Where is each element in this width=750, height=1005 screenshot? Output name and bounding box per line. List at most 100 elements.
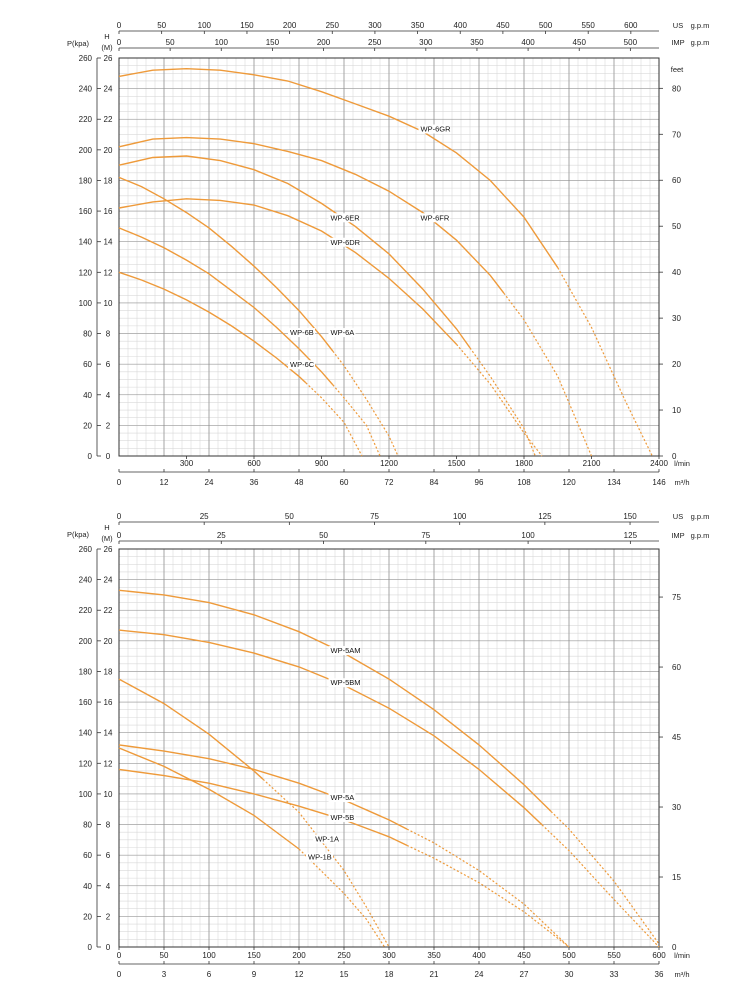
curve-wp-6gr-dashed: [557, 267, 653, 457]
m3h-tick-label: 36: [655, 970, 664, 979]
imp_gpm-tick-label: 100: [521, 531, 535, 540]
head-tick-label: 0: [106, 452, 111, 461]
curve-wp-6er-dashed: [469, 347, 536, 457]
curve-label-bg: [328, 328, 356, 338]
head-tick-label: 26: [104, 54, 113, 63]
imp_gpm-tick-label: 50: [319, 531, 328, 540]
feet-tick-label: 20: [672, 360, 681, 369]
lmin-tick-label: 500: [562, 951, 576, 960]
curve-wp-6c: [118, 271, 307, 384]
head-tick-label: 14: [104, 729, 113, 738]
lmin-tick-label: 400: [472, 951, 486, 960]
head-tick-label: 18: [104, 176, 113, 185]
imp_gpm-tick-label: 250: [368, 38, 382, 47]
feet-tick-label: 80: [672, 84, 681, 93]
lmin-tick-label: 1200: [380, 459, 398, 468]
lmin-tick-label: 550: [607, 951, 621, 960]
head-tick-label: 22: [104, 606, 113, 615]
m3h-tick-label: 108: [517, 478, 531, 487]
pressure-tick-label: 120: [79, 268, 93, 277]
head-tick-label: 18: [104, 667, 113, 676]
m3h-tick-label: 84: [430, 478, 439, 487]
curve-wp-1a: [118, 678, 264, 780]
lmin-tick-label: 150: [247, 951, 261, 960]
curve-label-wp-6er: WP-6ER: [331, 213, 361, 222]
m3h-tick-label: 96: [475, 478, 484, 487]
pressure-tick-label: 220: [79, 115, 93, 124]
head-unit-label: H: [104, 32, 109, 41]
us_gpm-tick-label: 200: [283, 21, 297, 30]
pressure-tick-label: 200: [79, 146, 93, 155]
curve-label-bg: [328, 793, 356, 803]
us_gpm-tick-label: 50: [157, 21, 166, 30]
lmin-tick-label: 2100: [583, 459, 601, 468]
head-tick-label: 10: [104, 299, 113, 308]
lmin-tick-label: 50: [160, 951, 169, 960]
curve-wp-6er: [118, 155, 471, 349]
curve-label-wp-6dr: WP-6DR: [331, 238, 361, 247]
feet-tick-label: 60: [672, 176, 681, 185]
lmin-tick-label: 300: [180, 459, 194, 468]
lmin-tick-label: 450: [517, 951, 531, 960]
curve-wp-1b: [118, 747, 300, 850]
chart-bottom: 0 25 50 75 100 125 150 US g.p.m0 25 50 75 100 125 IMP g…: [67, 512, 709, 979]
imp_gpm-tick-label: 150: [266, 38, 280, 47]
m3h-tick-label: 30: [565, 970, 574, 979]
pressure-tick-label: 60: [83, 360, 92, 369]
m3h-tick-label: 18: [385, 970, 394, 979]
head-tick-label: 14: [104, 238, 113, 247]
pressure-tick-label: 120: [79, 759, 93, 768]
imp_gpm-tick-label: 300: [419, 38, 433, 47]
pressure-tick-label: 20: [83, 912, 92, 921]
m3h-tick-label: 72: [385, 478, 394, 487]
feet-unit-label: feet: [671, 65, 684, 74]
head-tick-label: 2: [106, 912, 111, 921]
imp_gpm-unit-label: IMP: [671, 38, 684, 47]
head-tick-label: 24: [104, 85, 113, 94]
pressure-tick-label: 20: [83, 421, 92, 430]
imp_gpm-tick-label: 400: [521, 38, 535, 47]
lmin-tick-label: 0: [117, 951, 122, 960]
imp_gpm-unit-label: IMP: [671, 531, 684, 540]
m3h-tick-label: 0: [117, 970, 122, 979]
curve-label-wp-6c: WP-6C: [290, 360, 315, 369]
m3h-tick-label: 12: [160, 478, 169, 487]
head-tick-label: 0: [106, 943, 111, 952]
us_gpm-unit-label: US: [673, 512, 683, 521]
curve-label-bg: [328, 812, 356, 822]
pressure-tick-label: 0: [88, 943, 93, 952]
curve-label-bg: [328, 678, 361, 688]
feet-tick-label: 30: [672, 314, 681, 323]
curve-label-wp-5b: WP-5B: [331, 813, 355, 822]
m3h-tick-label: 9: [252, 970, 257, 979]
curve-wp-5b: [118, 768, 408, 847]
head-unit-sub: (M): [101, 43, 113, 52]
head-tick-label: 10: [104, 790, 113, 799]
pressure-tick-label: 180: [79, 176, 93, 185]
curve-label-bg: [328, 646, 361, 656]
chart-top: 0 50 100 150 200 250 300 350 400 450 500 550 600 US g.…: [67, 21, 709, 487]
m3h-tick-label: 3: [162, 970, 167, 979]
pressure-unit-label: P(kpa): [67, 39, 90, 48]
pressure-unit-label: P(kpa): [67, 530, 90, 539]
pressure-tick-label: 60: [83, 851, 92, 860]
us_gpm-unit-label: US: [673, 21, 683, 30]
curve-label-wp-5bm: WP-5BM: [331, 678, 361, 687]
lmin-tick-label: 300: [382, 951, 396, 960]
us_gpm-tick-label: 400: [454, 21, 468, 30]
head-tick-label: 20: [104, 146, 113, 155]
m3h-tick-label: 36: [250, 478, 259, 487]
m3h-tick-label: 120: [562, 478, 576, 487]
us_gpm-unit-suffix: g.p.m: [691, 512, 710, 521]
head-unit-sub: (M): [101, 534, 113, 543]
us_gpm-tick-label: 550: [582, 21, 596, 30]
us_gpm-tick-label: 100: [453, 512, 467, 521]
imp_gpm-tick-label: 450: [573, 38, 587, 47]
pressure-tick-label: 40: [83, 882, 92, 891]
curve-label-wp-6a: WP-6A: [331, 328, 355, 337]
feet-tick-label: 75: [672, 593, 681, 602]
head-tick-label: 2: [106, 421, 111, 430]
pressure-tick-label: 220: [79, 606, 93, 615]
pressure-tick-label: 100: [79, 299, 93, 308]
